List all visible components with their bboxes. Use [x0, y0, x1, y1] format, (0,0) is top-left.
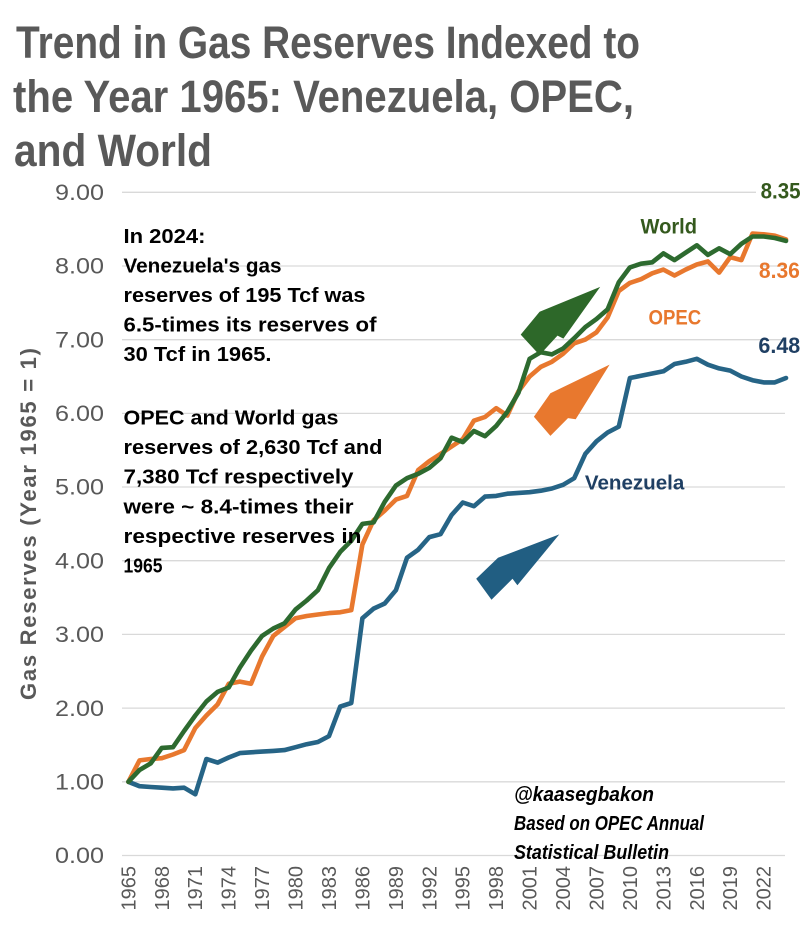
- svg-text:1986: 1986: [352, 866, 374, 911]
- svg-text:1980: 1980: [286, 866, 308, 911]
- svg-text:1965: 1965: [118, 866, 140, 911]
- svg-text:were ~ 8.4-times their: were ~ 8.4-times their: [122, 496, 353, 518]
- svg-text:1.00: 1.00: [55, 770, 104, 795]
- svg-text:reserves of 2,630 Tcf and: reserves of 2,630 Tcf and: [124, 437, 383, 459]
- svg-text:6.5-times its reserves of: 6.5-times its reserves of: [124, 315, 377, 337]
- svg-text:1998: 1998: [486, 866, 508, 911]
- svg-text:and World: and World: [14, 125, 212, 176]
- svg-text:8.00: 8.00: [55, 254, 104, 279]
- svg-text:2010: 2010: [620, 866, 642, 911]
- svg-text:2022: 2022: [754, 866, 776, 911]
- svg-text:2016: 2016: [687, 866, 709, 911]
- svg-text:1992: 1992: [419, 866, 441, 911]
- svg-text:4.00: 4.00: [55, 548, 104, 573]
- svg-text:@kaasegbakon: @kaasegbakon: [514, 784, 654, 806]
- svg-text:World: World: [641, 214, 698, 239]
- svg-text:2004: 2004: [553, 866, 575, 911]
- svg-text:In 2024:: In 2024:: [124, 226, 206, 248]
- svg-text:OPEC and World gas: OPEC and World gas: [124, 408, 339, 430]
- svg-text:1983: 1983: [319, 866, 341, 911]
- svg-text:6.48: 6.48: [758, 333, 800, 358]
- svg-text:0.00: 0.00: [55, 843, 104, 868]
- svg-text:9.00: 9.00: [55, 180, 104, 205]
- svg-text:1968: 1968: [152, 866, 174, 911]
- svg-text:2001: 2001: [520, 866, 542, 911]
- svg-text:OPEC: OPEC: [649, 305, 702, 330]
- svg-text:Statistical Bulletin: Statistical Bulletin: [514, 842, 669, 864]
- svg-text:2007: 2007: [587, 866, 609, 911]
- svg-text:1974: 1974: [219, 866, 241, 911]
- svg-text:2019: 2019: [720, 866, 742, 911]
- svg-text:1995: 1995: [453, 866, 475, 911]
- svg-text:1971: 1971: [185, 866, 207, 911]
- svg-text:the Year 1965: Venezuela, OPEC: the Year 1965: Venezuela, OPEC,: [13, 71, 634, 122]
- svg-text:Based on OPEC Annual: Based on OPEC Annual: [514, 813, 704, 835]
- svg-text:1989: 1989: [386, 866, 408, 911]
- svg-text:2013: 2013: [653, 866, 675, 911]
- svg-text:respective reserves in: respective reserves in: [124, 526, 362, 548]
- svg-text:30 Tcf in 1965.: 30 Tcf in 1965.: [124, 344, 272, 366]
- svg-text:Venezuela's gas: Venezuela's gas: [124, 256, 282, 278]
- svg-text:2.00: 2.00: [55, 696, 104, 721]
- svg-text:8.36: 8.36: [759, 258, 800, 283]
- svg-text:6.00: 6.00: [55, 401, 104, 426]
- svg-text:reserves of 195 Tcf was: reserves of 195 Tcf was: [124, 285, 366, 307]
- svg-text:7,380 Tcf respectively: 7,380 Tcf respectively: [124, 467, 355, 489]
- svg-text:Gas Reserves (Year 1965 = 1): Gas Reserves (Year 1965 = 1): [16, 348, 41, 700]
- svg-text:3.00: 3.00: [55, 622, 104, 647]
- svg-text:1977: 1977: [252, 866, 274, 911]
- svg-text:Venezuela: Venezuela: [585, 472, 685, 494]
- svg-text:5.00: 5.00: [55, 475, 104, 500]
- svg-text:1965: 1965: [124, 555, 163, 577]
- svg-text:8.35: 8.35: [761, 179, 801, 204]
- svg-text:7.00: 7.00: [55, 327, 104, 352]
- svg-text:Trend in Gas Reserves Indexed: Trend in Gas Reserves Indexed to: [16, 17, 640, 68]
